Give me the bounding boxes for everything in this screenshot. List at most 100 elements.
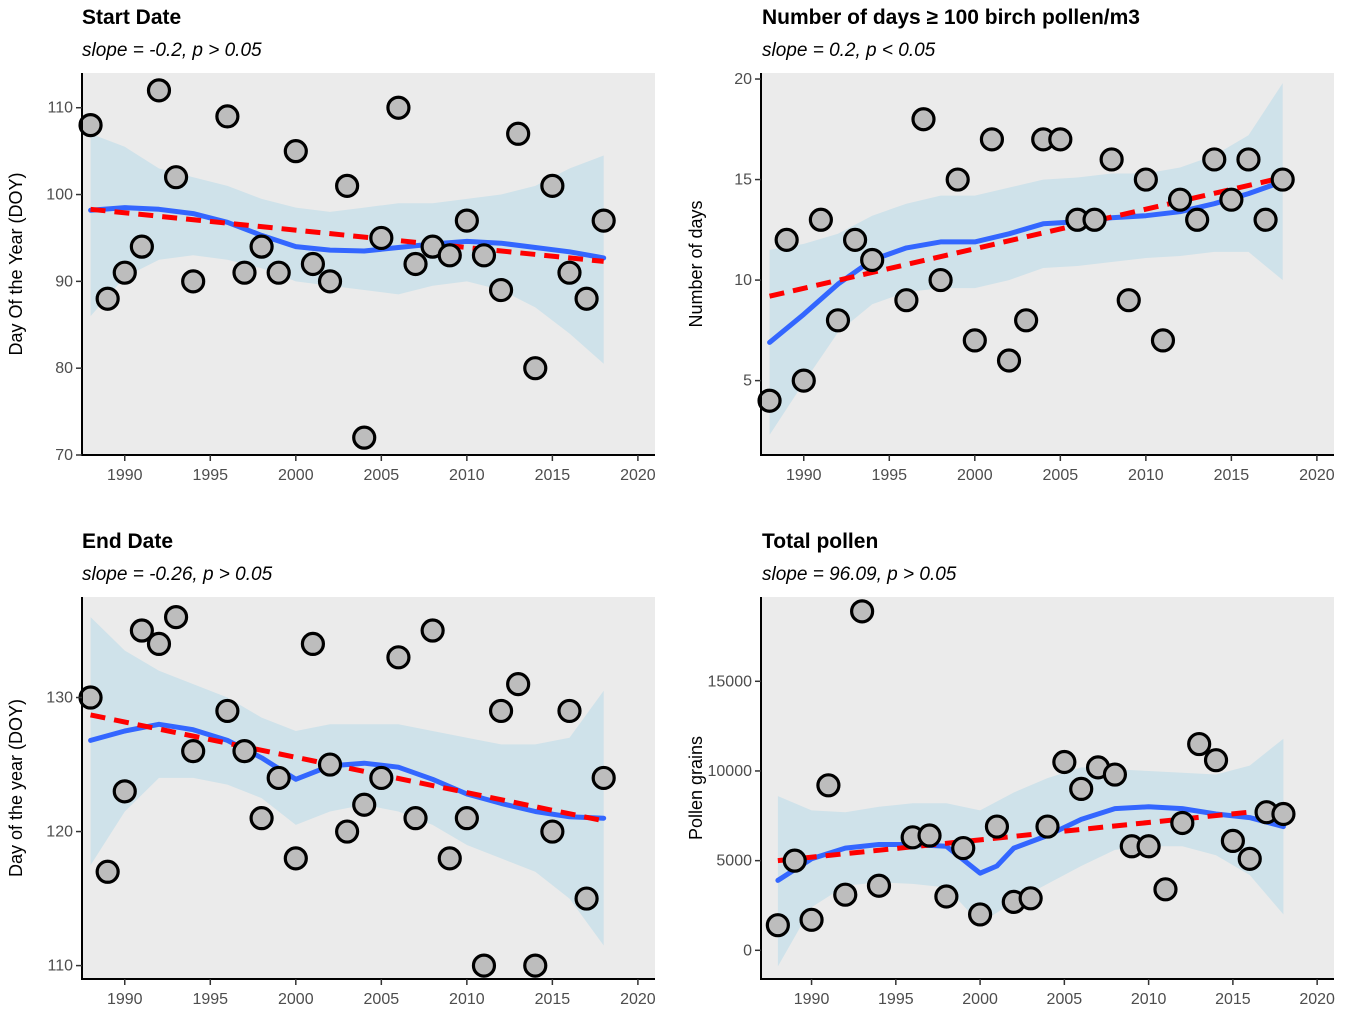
- chart-title: Number of days ≥ 100 birch pollen/m3: [762, 6, 1140, 29]
- y-tick-label: 20: [734, 71, 752, 88]
- data-point: [249, 234, 274, 259]
- chart-title: Start Date: [82, 6, 182, 29]
- x-tick-label: 1990: [107, 467, 143, 484]
- data-point: [95, 859, 120, 884]
- y-tick-label: 110: [47, 100, 73, 117]
- x-tick-label: 2005: [364, 467, 400, 484]
- x-tick-label: 2020: [1299, 467, 1335, 484]
- y-tick-label: 5: [743, 373, 752, 390]
- data-point: [369, 765, 394, 791]
- x-tick-label: 1995: [192, 991, 228, 1008]
- data-point: [266, 765, 291, 791]
- chart-panel-days-over-100: Number of days ≥ 100 birch pollen/m3 slo…: [680, 0, 1348, 504]
- x-tick-label: 2020: [1299, 991, 1335, 1008]
- chart-subtitle: slope = -0.26, p > 0.05: [82, 564, 273, 585]
- x-tick-label: 1990: [107, 991, 143, 1008]
- data-point: [146, 78, 172, 103]
- x-tick-label: 2015: [535, 991, 571, 1008]
- data-point: [386, 645, 411, 670]
- y-tick-label: 130: [46, 690, 73, 707]
- data-point: [540, 173, 565, 198]
- data-point: [1035, 814, 1060, 839]
- data-point: [557, 260, 582, 285]
- data-point: [1102, 762, 1128, 787]
- x-tick-label: 2000: [957, 467, 993, 484]
- data-point: [1187, 731, 1212, 757]
- data-point: [181, 739, 206, 764]
- data-point: [842, 227, 868, 252]
- data-point: [146, 631, 172, 657]
- data-point: [574, 286, 599, 311]
- y-tick-label: 10: [734, 272, 752, 289]
- data-point: [352, 425, 377, 450]
- data-point: [437, 846, 462, 871]
- data-point: [112, 779, 137, 804]
- x-tick-label: 1995: [878, 991, 914, 1008]
- data-point: [437, 243, 462, 268]
- data-point: [232, 260, 257, 285]
- y-tick-label: 110: [47, 958, 73, 975]
- data-point: [317, 269, 343, 294]
- data-point: [1116, 288, 1141, 313]
- data-point: [816, 773, 841, 798]
- chart-canvas: 1990 1995 2000 2005 2010 2015 2020 110 120 130 Day…: [6, 597, 656, 1008]
- x-tick-label: 2005: [1047, 991, 1083, 1008]
- data-point: [1048, 127, 1073, 152]
- data-point: [765, 913, 790, 938]
- y-tick-label: 100: [46, 187, 73, 204]
- data-point: [506, 121, 531, 146]
- data-point: [934, 884, 959, 909]
- linear-trend-line: [90, 206, 604, 264]
- data-point: [1237, 846, 1262, 871]
- data-point: [1018, 886, 1043, 911]
- data-point: [112, 260, 137, 285]
- data-point: [232, 739, 257, 764]
- data-point: [951, 835, 976, 861]
- x-tick-label: 2000: [278, 467, 314, 484]
- data-point: [283, 139, 308, 164]
- data-point: [979, 127, 1005, 152]
- y-axis-title: Day of the year (DOY): [6, 699, 26, 877]
- data-point: [591, 208, 616, 233]
- data-point: [967, 902, 993, 927]
- data-point: [266, 260, 291, 285]
- data-point: [215, 698, 240, 724]
- data-point: [850, 599, 875, 624]
- data-point: [1219, 187, 1244, 212]
- x-tick-label: 1990: [786, 467, 822, 484]
- data-point: [249, 806, 274, 831]
- data-point: [129, 618, 154, 643]
- x-tick-label: 1990: [794, 991, 830, 1008]
- data-point: [129, 234, 154, 259]
- y-tick-label: 15000: [708, 673, 753, 690]
- data-point: [78, 685, 103, 710]
- chart-subtitle: slope = -0.2, p > 0.05: [82, 40, 262, 61]
- x-tick-label: 2020: [620, 467, 656, 484]
- y-tick-label: 70: [55, 447, 73, 464]
- x-tick-label: 2010: [449, 991, 485, 1008]
- data-point: [403, 251, 428, 277]
- data-point: [352, 792, 377, 817]
- data-point: [833, 882, 858, 907]
- data-point: [1202, 147, 1227, 172]
- x-tick-label: 2010: [1128, 467, 1164, 484]
- x-tick-label: 2015: [1214, 467, 1250, 484]
- x-tick-label: 2010: [1131, 991, 1167, 1008]
- data-point: [1170, 810, 1195, 836]
- x-tick-label: 2020: [620, 991, 656, 1008]
- chart-title: Total pollen: [762, 530, 879, 553]
- data-point: [471, 243, 497, 268]
- data-point: [471, 953, 497, 978]
- chart-canvas: 1990 1995 2000 2005 2010 2015 2020 70 80 90 100 110…: [6, 73, 656, 484]
- x-tick-label: 2000: [962, 991, 998, 1008]
- data-point: [1099, 147, 1124, 172]
- y-tick-label: 0: [743, 942, 752, 959]
- data-point: [335, 819, 360, 844]
- confidence-band: [90, 617, 604, 946]
- chart-panel-total-pollen: Total pollen slope = 96.09, p > 0.05 199…: [680, 524, 1348, 1028]
- data-point: [1150, 328, 1176, 353]
- data-point: [825, 308, 851, 333]
- loess-smooth-line: [88, 205, 607, 261]
- data-point: [962, 328, 987, 353]
- data-point: [215, 104, 240, 129]
